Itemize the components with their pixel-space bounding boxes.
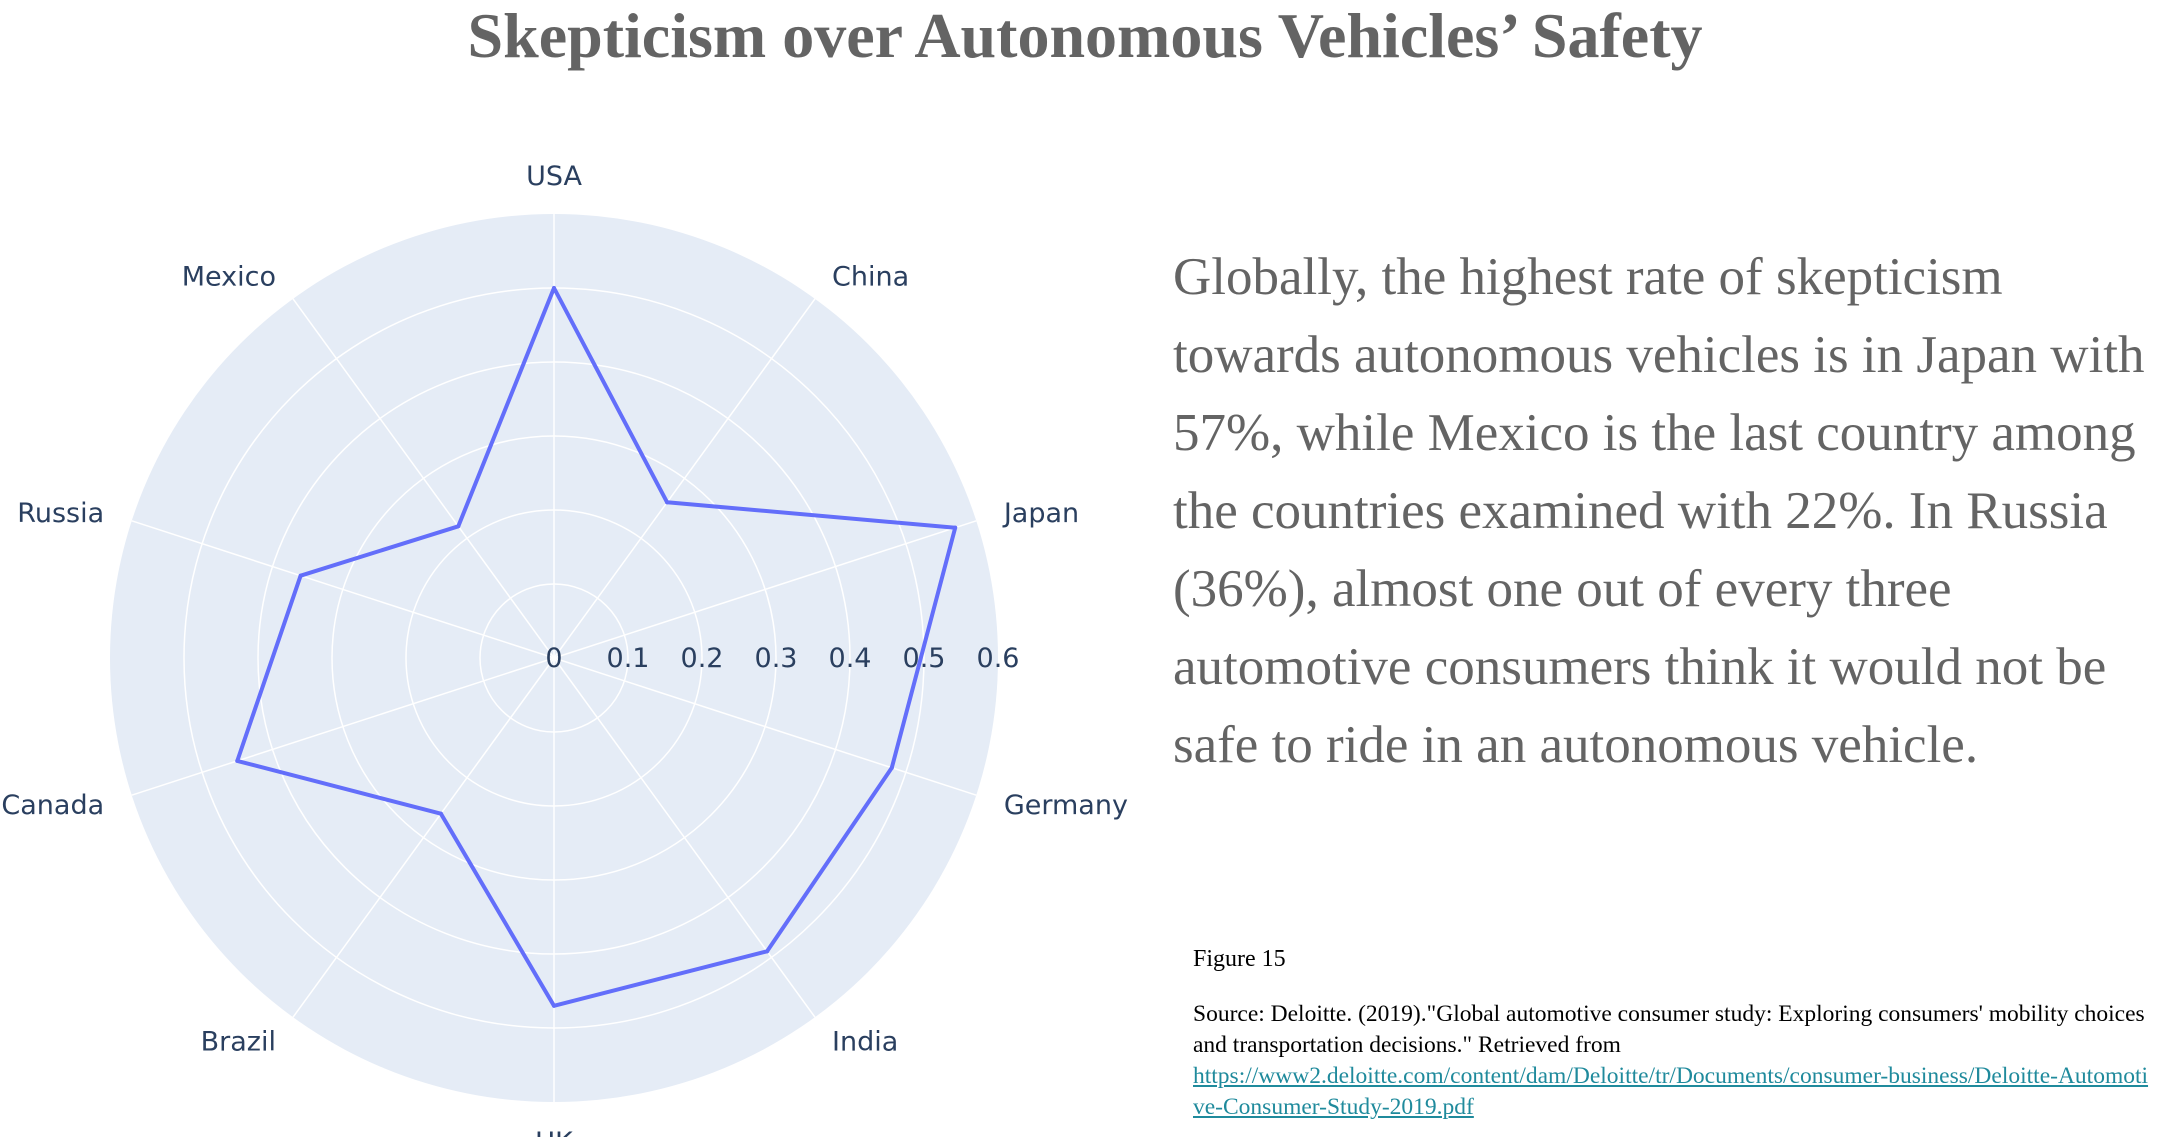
- category-label-japan: Japan: [1002, 498, 1079, 529]
- description-text: Globally, the highest rate of skepticism…: [1173, 248, 2145, 774]
- source-link[interactable]: https://www2.deloitte.com/content/dam/De…: [1193, 1063, 2149, 1120]
- grid-spoke: [553, 520, 977, 659]
- data-point-canada: [235, 758, 240, 763]
- grid-spoke: [553, 657, 816, 1018]
- radial-tick-labels: 0 0.1 0.2 0.3 0.4 0.5 0.6: [545, 643, 1019, 674]
- grid-spoke: [292, 298, 555, 659]
- data-point-usa: [552, 286, 556, 290]
- data-point-uk: [552, 1003, 556, 1008]
- category-label-china: China: [832, 261, 909, 292]
- category-label-germany: Germany: [1004, 790, 1128, 821]
- radar-grid: [131, 214, 977, 1102]
- source-citation: Source: Deloitte. (2019)."Global automot…: [1193, 999, 2153, 1123]
- category-label-india: India: [832, 1027, 898, 1058]
- data-point-russia: [298, 573, 303, 578]
- grid-spoke: [131, 657, 555, 796]
- source-text: Source: Deloitte. (2019)."Global automot…: [1193, 1001, 2145, 1058]
- figure-label: Figure 15: [1193, 946, 1286, 972]
- category-label-brazil: Brazil: [201, 1027, 276, 1058]
- radial-tick-label: 0.2: [681, 643, 724, 674]
- radar-chart: 0 0.1 0.2 0.3 0.4 0.5 0.6 USAChinaJapanGermany…: [1, 161, 1128, 1137]
- radial-tick-label: 0.6: [977, 643, 1020, 674]
- category-label-russia: Russia: [17, 498, 104, 529]
- category-label-uk: UK: [535, 1127, 574, 1137]
- data-point-brazil: [438, 811, 443, 816]
- data-point-germany: [889, 765, 894, 770]
- data-point-japan: [953, 525, 958, 530]
- data-point-india: [765, 949, 770, 954]
- grid-spoke: [131, 520, 555, 659]
- category-label-mexico: Mexico: [182, 261, 276, 292]
- category-labels: USA China Japan Germany India UK Brazil Canada R…: [1, 161, 1128, 1137]
- chart-title: Skepticism over Autonomous Vehicles’ Saf…: [467, 0, 1703, 71]
- grid-spoke: [553, 657, 977, 796]
- radial-tick-label: 0.4: [829, 643, 872, 674]
- data-point-china: [665, 500, 670, 505]
- grid-spoke: [553, 298, 816, 659]
- category-label-canada: Canada: [1, 790, 104, 821]
- radial-tick-label: 0.3: [755, 643, 798, 674]
- category-label-usa: USA: [526, 161, 582, 192]
- data-point-mexico: [456, 524, 461, 529]
- radial-tick-label: 0.1: [607, 643, 650, 674]
- radial-tick-label: 0: [545, 643, 562, 674]
- grid-spoke: [292, 657, 555, 1018]
- radar-series: [235, 286, 958, 1008]
